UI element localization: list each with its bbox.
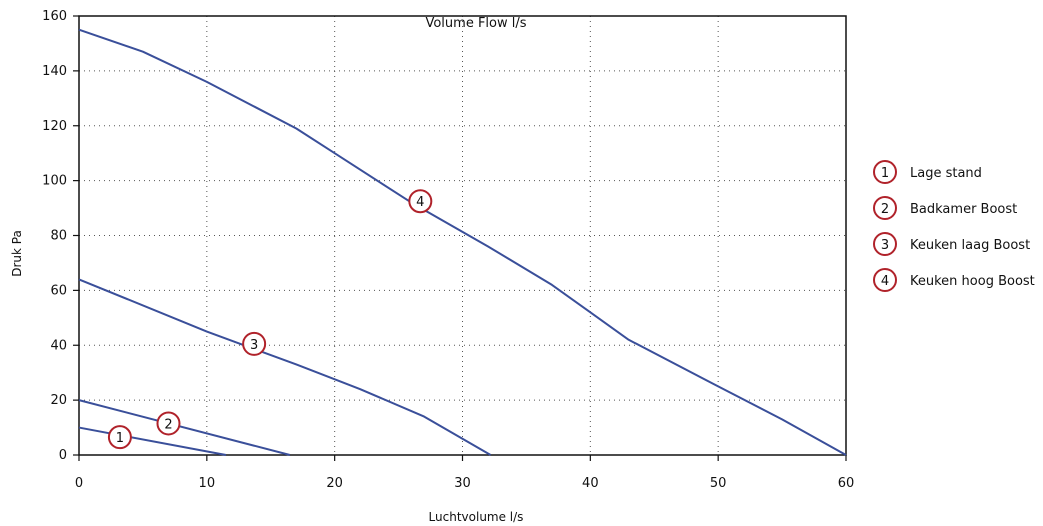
grid	[79, 16, 846, 455]
x-tick-label: 20	[326, 476, 343, 491]
series-line-4	[78, 28, 847, 456]
chart-title: Volume Flow l/s	[425, 16, 526, 31]
series-4: 4	[78, 28, 847, 456]
legend-item-3: 3 Keuken laag Boost	[873, 232, 1030, 256]
x-tick-label: 40	[582, 476, 599, 491]
legend-marker-label: 2	[881, 202, 889, 217]
legend-label: Badkamer Boost	[910, 202, 1017, 217]
x-tick-label: 30	[454, 476, 471, 491]
y-tick-label: 140	[42, 64, 67, 79]
legend-item-4: 4 Keuken hoog Boost	[873, 268, 1035, 292]
y-tick-label: 120	[42, 119, 67, 134]
legend-label: Keuken laag Boost	[910, 238, 1030, 253]
y-tick-label: 80	[50, 229, 67, 244]
legend-item-2: 2 Badkamer Boost	[873, 196, 1017, 220]
x-tick-label: 60	[838, 476, 855, 491]
x-axis-ticks: 0 10 20 30 40 50 60	[75, 455, 854, 491]
series-marker-3	[242, 331, 267, 356]
series-marker-2	[156, 411, 181, 436]
legend-marker	[873, 160, 897, 184]
legend-item-1: 1 Lage stand	[873, 160, 982, 184]
series-3: 3	[78, 278, 492, 456]
legend-marker-label: 4	[881, 274, 889, 289]
y-axis-ticks: 0 20 40 60 80 100 120 140 160	[42, 9, 79, 463]
y-axis-label: Druk Pa	[10, 230, 24, 277]
series-marker-label: 4	[416, 195, 424, 210]
legend: 1 Lage stand 2 Badkamer Boost 3 Keuken laag B…	[873, 160, 1035, 292]
series-2: 2	[78, 399, 291, 456]
series-marker-label: 1	[116, 431, 124, 446]
series-marker-1	[107, 425, 132, 450]
legend-marker-label: 1	[881, 166, 889, 181]
legend-label: Lage stand	[910, 166, 982, 181]
y-tick-label: 160	[42, 9, 67, 24]
series-marker-4	[408, 189, 433, 214]
series-line-1	[78, 426, 227, 456]
legend-marker-label: 3	[881, 238, 889, 253]
x-tick-label: 10	[199, 476, 216, 491]
legend-label: Keuken hoog Boost	[910, 274, 1035, 289]
series-1: 1	[78, 425, 227, 456]
legend-marker	[873, 196, 897, 220]
y-tick-label: 40	[50, 338, 67, 353]
series-marker-label: 3	[250, 338, 258, 353]
x-tick-label: 0	[75, 476, 83, 491]
x-tick-label: 50	[710, 476, 727, 491]
series-group: 1 2 3 4	[78, 28, 847, 456]
series-line-2	[78, 399, 291, 456]
y-tick-label: 60	[50, 283, 67, 298]
legend-marker	[873, 232, 897, 256]
series-line-3	[78, 278, 492, 456]
series-marker-label: 2	[164, 417, 172, 432]
y-tick-label: 20	[50, 393, 67, 408]
y-tick-label: 0	[59, 448, 67, 463]
legend-marker	[873, 268, 897, 292]
y-tick-label: 100	[42, 174, 67, 189]
x-axis-label: Luchtvolume l/s	[429, 510, 524, 524]
